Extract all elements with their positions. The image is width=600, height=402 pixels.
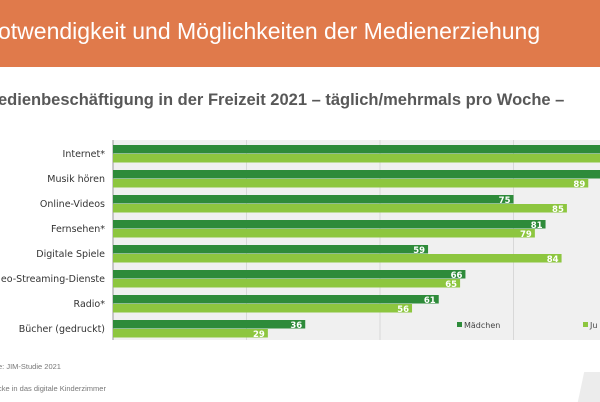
slide-title: otwendigkeit und Möglichkeiten der Medie… <box>0 18 541 44</box>
data-label: 79 <box>520 230 532 240</box>
bar-maedchen <box>113 270 466 279</box>
data-label: 81 <box>531 221 543 231</box>
header-bar: otwendigkeit und Möglichkeiten der Medie… <box>0 0 600 67</box>
category-label: Digitale Spiele <box>36 249 105 260</box>
legend-marker-maedchen <box>457 322 462 327</box>
data-label: 85 <box>552 205 564 215</box>
data-label: 84 <box>547 255 559 265</box>
watermark-logo <box>577 372 600 402</box>
bar-maedchen <box>113 295 439 304</box>
data-label: 56 <box>397 305 409 315</box>
category-label: eo-Streaming-Dienste <box>1 274 105 285</box>
category-label: Radio* <box>74 299 106 310</box>
data-label: 59 <box>413 246 425 256</box>
source-note: e: JIM-Studie 2021 <box>0 362 61 371</box>
bar-jungen <box>113 179 589 188</box>
bar-maedchen <box>113 195 514 204</box>
bar-maedchen <box>113 170 600 179</box>
bar-maedchen <box>113 320 306 329</box>
category-label: Bücher (gedruckt) <box>19 324 105 335</box>
bar-jungen <box>113 279 461 288</box>
data-label: 89 <box>573 180 585 190</box>
legend-marker-jungen <box>583 322 588 327</box>
bar-jungen <box>113 304 413 313</box>
data-label: 61 <box>424 296 436 306</box>
bar-maedchen <box>113 245 429 254</box>
category-label: Fernsehen* <box>51 224 105 235</box>
chart-title: edienbeschäftigung in der Freizeit 2021 … <box>0 91 565 109</box>
data-label: 65 <box>445 280 457 290</box>
legend-label: Mädchen <box>464 321 500 330</box>
bar-jungen <box>113 154 600 163</box>
bar-jungen <box>113 229 535 238</box>
data-label: 36 <box>290 321 302 331</box>
bar-chart: Internet* Musik hören 89 Online-Videos 75 85 F… <box>1 140 600 340</box>
bar-jungen <box>113 329 268 338</box>
category-label: Musik hören <box>47 174 105 185</box>
footer-caption: cke in das digitale Kinderzimmer <box>0 384 106 393</box>
bar-jungen <box>113 204 567 213</box>
data-label: 75 <box>499 196 511 206</box>
data-label: 29 <box>253 330 265 340</box>
category-label: Online-Videos <box>40 199 105 210</box>
data-label: 66 <box>451 271 463 281</box>
bar-maedchen <box>113 220 546 229</box>
bar-jungen <box>113 254 562 263</box>
bar-maedchen <box>113 145 600 154</box>
category-label: Internet* <box>63 149 106 160</box>
legend-label: Ju <box>589 321 597 330</box>
